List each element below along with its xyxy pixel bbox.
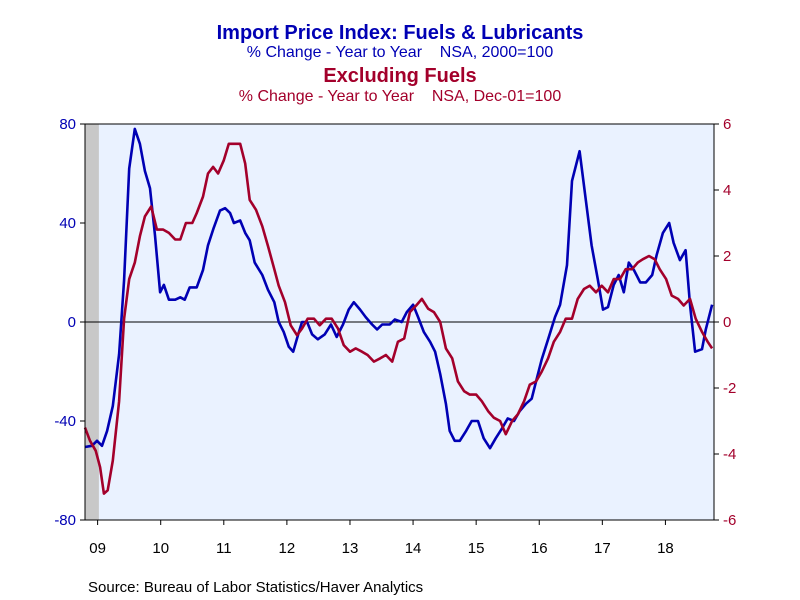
- y2-tick-label: 6: [723, 116, 731, 133]
- x-tick-label: 12: [279, 540, 296, 557]
- x-tick-label: 13: [342, 540, 359, 557]
- x-tick-label: 15: [468, 540, 485, 557]
- x-tick-label: 14: [405, 540, 422, 557]
- x-tick-label: 16: [531, 540, 548, 557]
- y2-tick-label: 0: [723, 314, 731, 331]
- y2-tick-label: 2: [723, 248, 731, 265]
- y2-tick-label: 4: [723, 182, 731, 199]
- y-tick-label: 40: [59, 215, 76, 232]
- x-tick-label: 10: [152, 540, 169, 557]
- plot-frame: [84, 123, 715, 521]
- y-tick-label: -40: [54, 413, 76, 430]
- x-tick-label: 17: [594, 540, 611, 557]
- y-tick-label: 0: [68, 314, 76, 331]
- y-tick-label: -80: [54, 512, 76, 529]
- chart-title: Import Price Index: Fuels & Lubricants: [217, 22, 584, 44]
- x-tick-label: 09: [89, 540, 106, 557]
- source-note: Source: Bureau of Labor Statistics/Haver…: [88, 579, 423, 596]
- y2-tick-label: -2: [723, 380, 736, 397]
- data-line: [83, 142, 714, 495]
- x-tick-label: 18: [657, 540, 674, 557]
- y-tick-label: 80: [59, 116, 76, 133]
- y2-tick-label: -6: [723, 512, 736, 529]
- chart-subtitle: % Change - Year to Year NSA, 2000=100: [247, 44, 554, 61]
- x-tick-label: 11: [216, 540, 232, 557]
- y2-tick-label: -4: [723, 446, 736, 463]
- data-line: [84, 127, 714, 450]
- chart-title-2: Excluding Fuels: [323, 65, 476, 87]
- chart-subtitle-2: % Change - Year to Year NSA, Dec-01=100: [239, 88, 562, 105]
